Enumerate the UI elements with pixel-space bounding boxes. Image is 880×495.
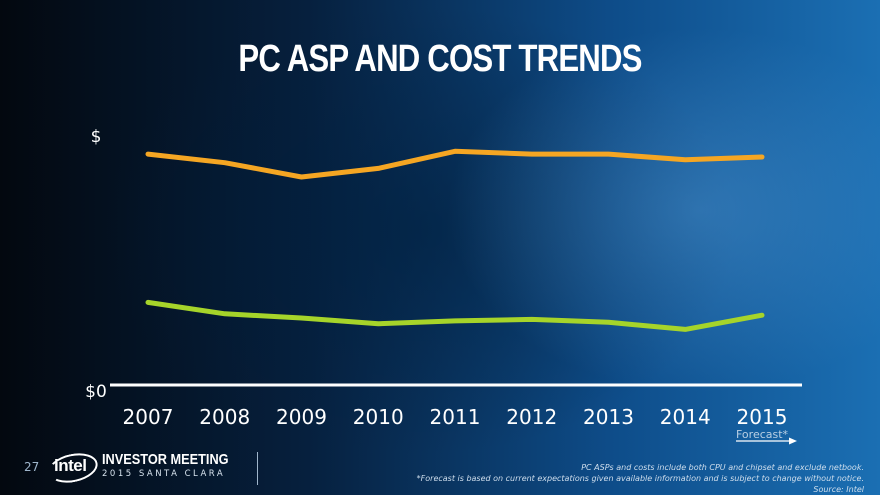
x-tick-label-2007: 2007 <box>123 405 174 429</box>
x-tick-label-2011: 2011 <box>430 405 481 429</box>
footnotes: PC ASPs and costs include both CPU and c… <box>417 462 864 495</box>
x-tick-label-2013: 2013 <box>583 405 634 429</box>
footnote-forecast: *Forecast is based on current expectatio… <box>416 474 864 483</box>
intel-logo: intel <box>45 449 101 487</box>
slide-title: PC ASP AND COST TRENDS <box>238 38 642 80</box>
footnote-scope: PC ASPs and costs include both CPU and c… <box>581 463 864 472</box>
x-tick-label-2012: 2012 <box>506 405 557 429</box>
page-number: 27 <box>24 460 40 474</box>
x-tick-label-2014: 2014 <box>660 405 711 429</box>
event-subtitle: 2015 SANTA CLARA <box>102 469 226 479</box>
cost-series-line <box>145 299 765 332</box>
asp-series-line <box>145 148 765 180</box>
event-branding: INVESTOR MEETING 2015 SANTA CLARA <box>102 452 258 485</box>
x-tick-label-2008: 2008 <box>199 405 250 429</box>
event-title: INVESTOR MEETING <box>102 451 229 468</box>
x-tick-label-2010: 2010 <box>353 405 404 429</box>
x-tick-label-2015: 2015 <box>737 405 788 429</box>
y-axis-label-top: $ <box>91 127 102 147</box>
y-axis-label-zero: $0 <box>85 382 107 402</box>
forecast-arrow-head <box>789 437 797 445</box>
logo-wordmark: intel <box>54 456 87 475</box>
x-tick-label-2009: 2009 <box>276 405 327 429</box>
footnote-source: Source: Intel <box>813 485 864 494</box>
forecast-annotation: Forecast* <box>736 428 789 441</box>
